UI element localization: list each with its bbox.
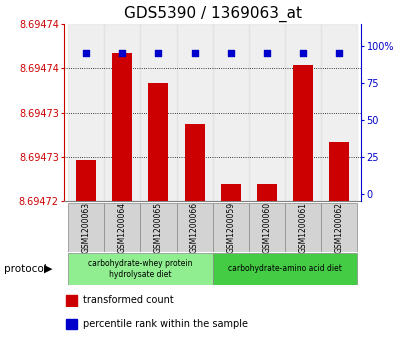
Text: protocol: protocol [4,264,47,274]
Bar [285,24,321,201]
Bar [249,24,285,201]
Bar [149,83,168,201]
Bar [221,184,241,201]
Text: GSM1200064: GSM1200064 [118,202,127,253]
Text: GSM1200061: GSM1200061 [299,202,308,253]
Point [119,50,126,56]
Bar [213,24,249,201]
Bar [68,253,213,285]
Bar [68,203,104,252]
Text: GSM1200063: GSM1200063 [81,202,90,253]
Text: carbohydrate-whey protein
hydrolysate diet: carbohydrate-whey protein hydrolysate di… [88,259,193,279]
Text: carbohydrate-amino acid diet: carbohydrate-amino acid diet [228,265,342,273]
Bar [321,203,357,252]
Text: GSM1200066: GSM1200066 [190,202,199,253]
Bar [185,125,205,201]
Title: GDS5390 / 1369063_at: GDS5390 / 1369063_at [124,6,302,22]
Bar [249,203,285,252]
Text: percentile rank within the sample: percentile rank within the sample [83,319,248,329]
Text: GSM1200060: GSM1200060 [262,202,271,253]
Text: ▶: ▶ [44,264,52,274]
Bar [66,295,77,306]
Bar [321,24,357,201]
Text: transformed count: transformed count [83,295,174,305]
Text: GSM1200059: GSM1200059 [226,202,235,253]
Text: GSM1200062: GSM1200062 [335,202,344,253]
Point [336,50,343,56]
Point [191,50,198,56]
Bar [213,203,249,252]
Point [264,50,270,56]
Bar [76,160,96,201]
Bar [104,24,140,201]
Bar [104,203,140,252]
Bar [257,184,277,201]
Bar [176,24,213,201]
Bar [213,253,357,285]
Bar [176,203,213,252]
Text: GSM1200065: GSM1200065 [154,202,163,253]
Bar [293,65,313,201]
Bar [140,203,176,252]
Bar [66,319,77,329]
Bar [285,203,321,252]
Point [83,50,89,56]
Bar [330,142,349,201]
Bar [112,53,132,201]
Bar [140,24,176,201]
Point [155,50,162,56]
Bar [68,24,104,201]
Point [227,50,234,56]
Point [300,50,306,56]
